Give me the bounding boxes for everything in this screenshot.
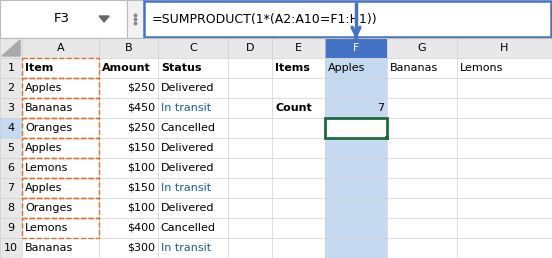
Text: Lemons: Lemons bbox=[460, 63, 503, 73]
Bar bbox=[0, 58, 22, 258]
Bar bbox=[22, 118, 99, 138]
Bar bbox=[0, 38, 22, 58]
Text: Count: Count bbox=[275, 103, 312, 113]
Text: Amount: Amount bbox=[102, 63, 151, 73]
Text: Delivered: Delivered bbox=[161, 163, 214, 173]
Bar bbox=[22, 178, 99, 198]
Text: Apples: Apples bbox=[328, 63, 365, 73]
Text: Status: Status bbox=[161, 63, 201, 73]
Bar bbox=[22, 58, 99, 78]
Text: 6: 6 bbox=[8, 163, 14, 173]
Polygon shape bbox=[99, 16, 109, 22]
Text: $100: $100 bbox=[127, 203, 155, 213]
Text: Apples: Apples bbox=[25, 183, 62, 193]
Text: F3: F3 bbox=[54, 12, 70, 26]
Text: 7: 7 bbox=[377, 103, 384, 113]
Text: Cancelled: Cancelled bbox=[161, 123, 216, 133]
Text: Item: Item bbox=[25, 63, 54, 73]
Text: 7: 7 bbox=[8, 183, 14, 193]
Text: Bananas: Bananas bbox=[25, 103, 73, 113]
Text: Lemons: Lemons bbox=[25, 163, 68, 173]
Text: 8: 8 bbox=[8, 203, 14, 213]
Text: D: D bbox=[246, 43, 254, 53]
Text: Bananas: Bananas bbox=[25, 243, 73, 253]
Text: 10: 10 bbox=[4, 243, 18, 253]
Text: Oranges: Oranges bbox=[25, 123, 72, 133]
Text: Apples: Apples bbox=[25, 83, 62, 93]
Text: F: F bbox=[353, 43, 359, 53]
Text: E: E bbox=[295, 43, 302, 53]
Bar bbox=[22, 198, 99, 218]
Polygon shape bbox=[2, 40, 20, 56]
Text: B: B bbox=[125, 43, 132, 53]
Text: $150: $150 bbox=[127, 143, 155, 153]
Bar bbox=[127, 0, 144, 38]
Bar bbox=[22, 38, 552, 58]
Bar bbox=[385, 136, 389, 140]
Text: Apples: Apples bbox=[25, 143, 62, 153]
Text: $100: $100 bbox=[127, 163, 155, 173]
Text: $400: $400 bbox=[127, 223, 155, 233]
Text: Delivered: Delivered bbox=[161, 203, 214, 213]
Text: Oranges: Oranges bbox=[25, 203, 72, 213]
Bar bbox=[0, 0, 127, 38]
Bar bbox=[0, 118, 22, 138]
Bar bbox=[22, 218, 99, 238]
Text: In transit: In transit bbox=[161, 243, 211, 253]
Text: A: A bbox=[57, 43, 65, 53]
Text: Lemons: Lemons bbox=[25, 223, 68, 233]
Text: Delivered: Delivered bbox=[161, 143, 214, 153]
Bar bbox=[325, 58, 387, 258]
Bar bbox=[0, 0, 552, 38]
Text: $250: $250 bbox=[127, 123, 155, 133]
Text: $150: $150 bbox=[127, 183, 155, 193]
Bar bbox=[144, 1, 551, 37]
Text: G: G bbox=[418, 43, 426, 53]
Text: In transit: In transit bbox=[161, 183, 211, 193]
Text: In transit: In transit bbox=[161, 103, 211, 113]
Bar bbox=[22, 78, 99, 98]
Text: Delivered: Delivered bbox=[161, 83, 214, 93]
Text: Items: Items bbox=[275, 63, 310, 73]
Bar bbox=[325, 38, 387, 58]
Bar bbox=[0, 38, 552, 258]
Text: C: C bbox=[189, 43, 197, 53]
Bar bbox=[22, 138, 99, 158]
Text: $450: $450 bbox=[127, 103, 155, 113]
Text: $300: $300 bbox=[127, 243, 155, 253]
Text: =SUMPRODUCT(1*(A2:A10=F1:H1)): =SUMPRODUCT(1*(A2:A10=F1:H1)) bbox=[151, 12, 377, 26]
Text: 3: 3 bbox=[8, 103, 14, 113]
Text: 4: 4 bbox=[8, 123, 14, 133]
Text: H: H bbox=[500, 43, 509, 53]
Text: 9: 9 bbox=[8, 223, 14, 233]
Text: Cancelled: Cancelled bbox=[161, 223, 216, 233]
Bar bbox=[22, 158, 99, 178]
Bar bbox=[22, 98, 99, 118]
Text: 1: 1 bbox=[8, 63, 14, 73]
Text: 2: 2 bbox=[8, 83, 14, 93]
Text: Bananas: Bananas bbox=[390, 63, 438, 73]
Text: $250: $250 bbox=[127, 83, 155, 93]
Bar bbox=[325, 118, 387, 138]
Text: 5: 5 bbox=[8, 143, 14, 153]
